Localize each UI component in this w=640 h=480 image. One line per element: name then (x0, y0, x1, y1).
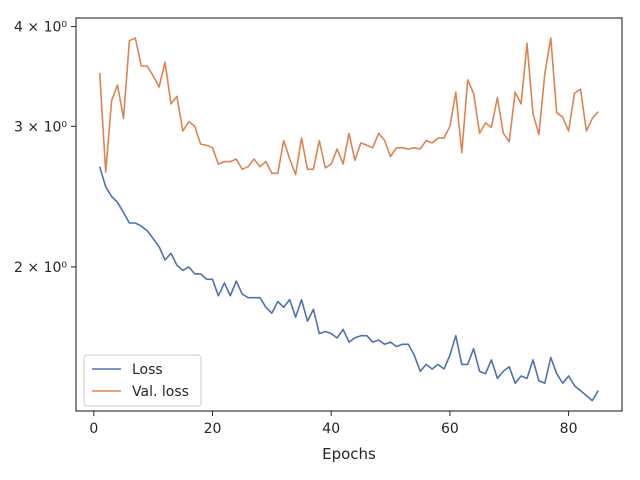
series-line-loss (98, 166, 599, 402)
y-axis: 2 × 10⁰ 3 × 10⁰ 4 × 10⁰ (14, 20, 76, 276)
x-tick-label: 40 (322, 421, 340, 437)
chart-marks (98, 37, 599, 402)
x-tick-label: 0 (89, 421, 98, 437)
legend-label-loss: Loss (132, 362, 163, 378)
legend: Loss Val. loss (83, 354, 202, 407)
x-tick-label: 20 (204, 421, 222, 437)
x-axis: 0 20 40 60 80 (89, 411, 578, 437)
y-tick-label: 3 × 10⁰ (14, 119, 67, 135)
x-tick-label: 60 (441, 421, 459, 437)
series-line-val-loss (98, 37, 599, 176)
y-tick-label: 4 × 10⁰ (14, 20, 67, 36)
plot-frame (75, 17, 623, 412)
y-tick-label: 2 × 10⁰ (14, 260, 67, 276)
x-axis-title: Epochs (322, 445, 376, 463)
legend-label-val-loss: Val. loss (132, 384, 189, 400)
x-tick-label: 80 (560, 421, 578, 437)
legend-frame (83, 354, 202, 407)
